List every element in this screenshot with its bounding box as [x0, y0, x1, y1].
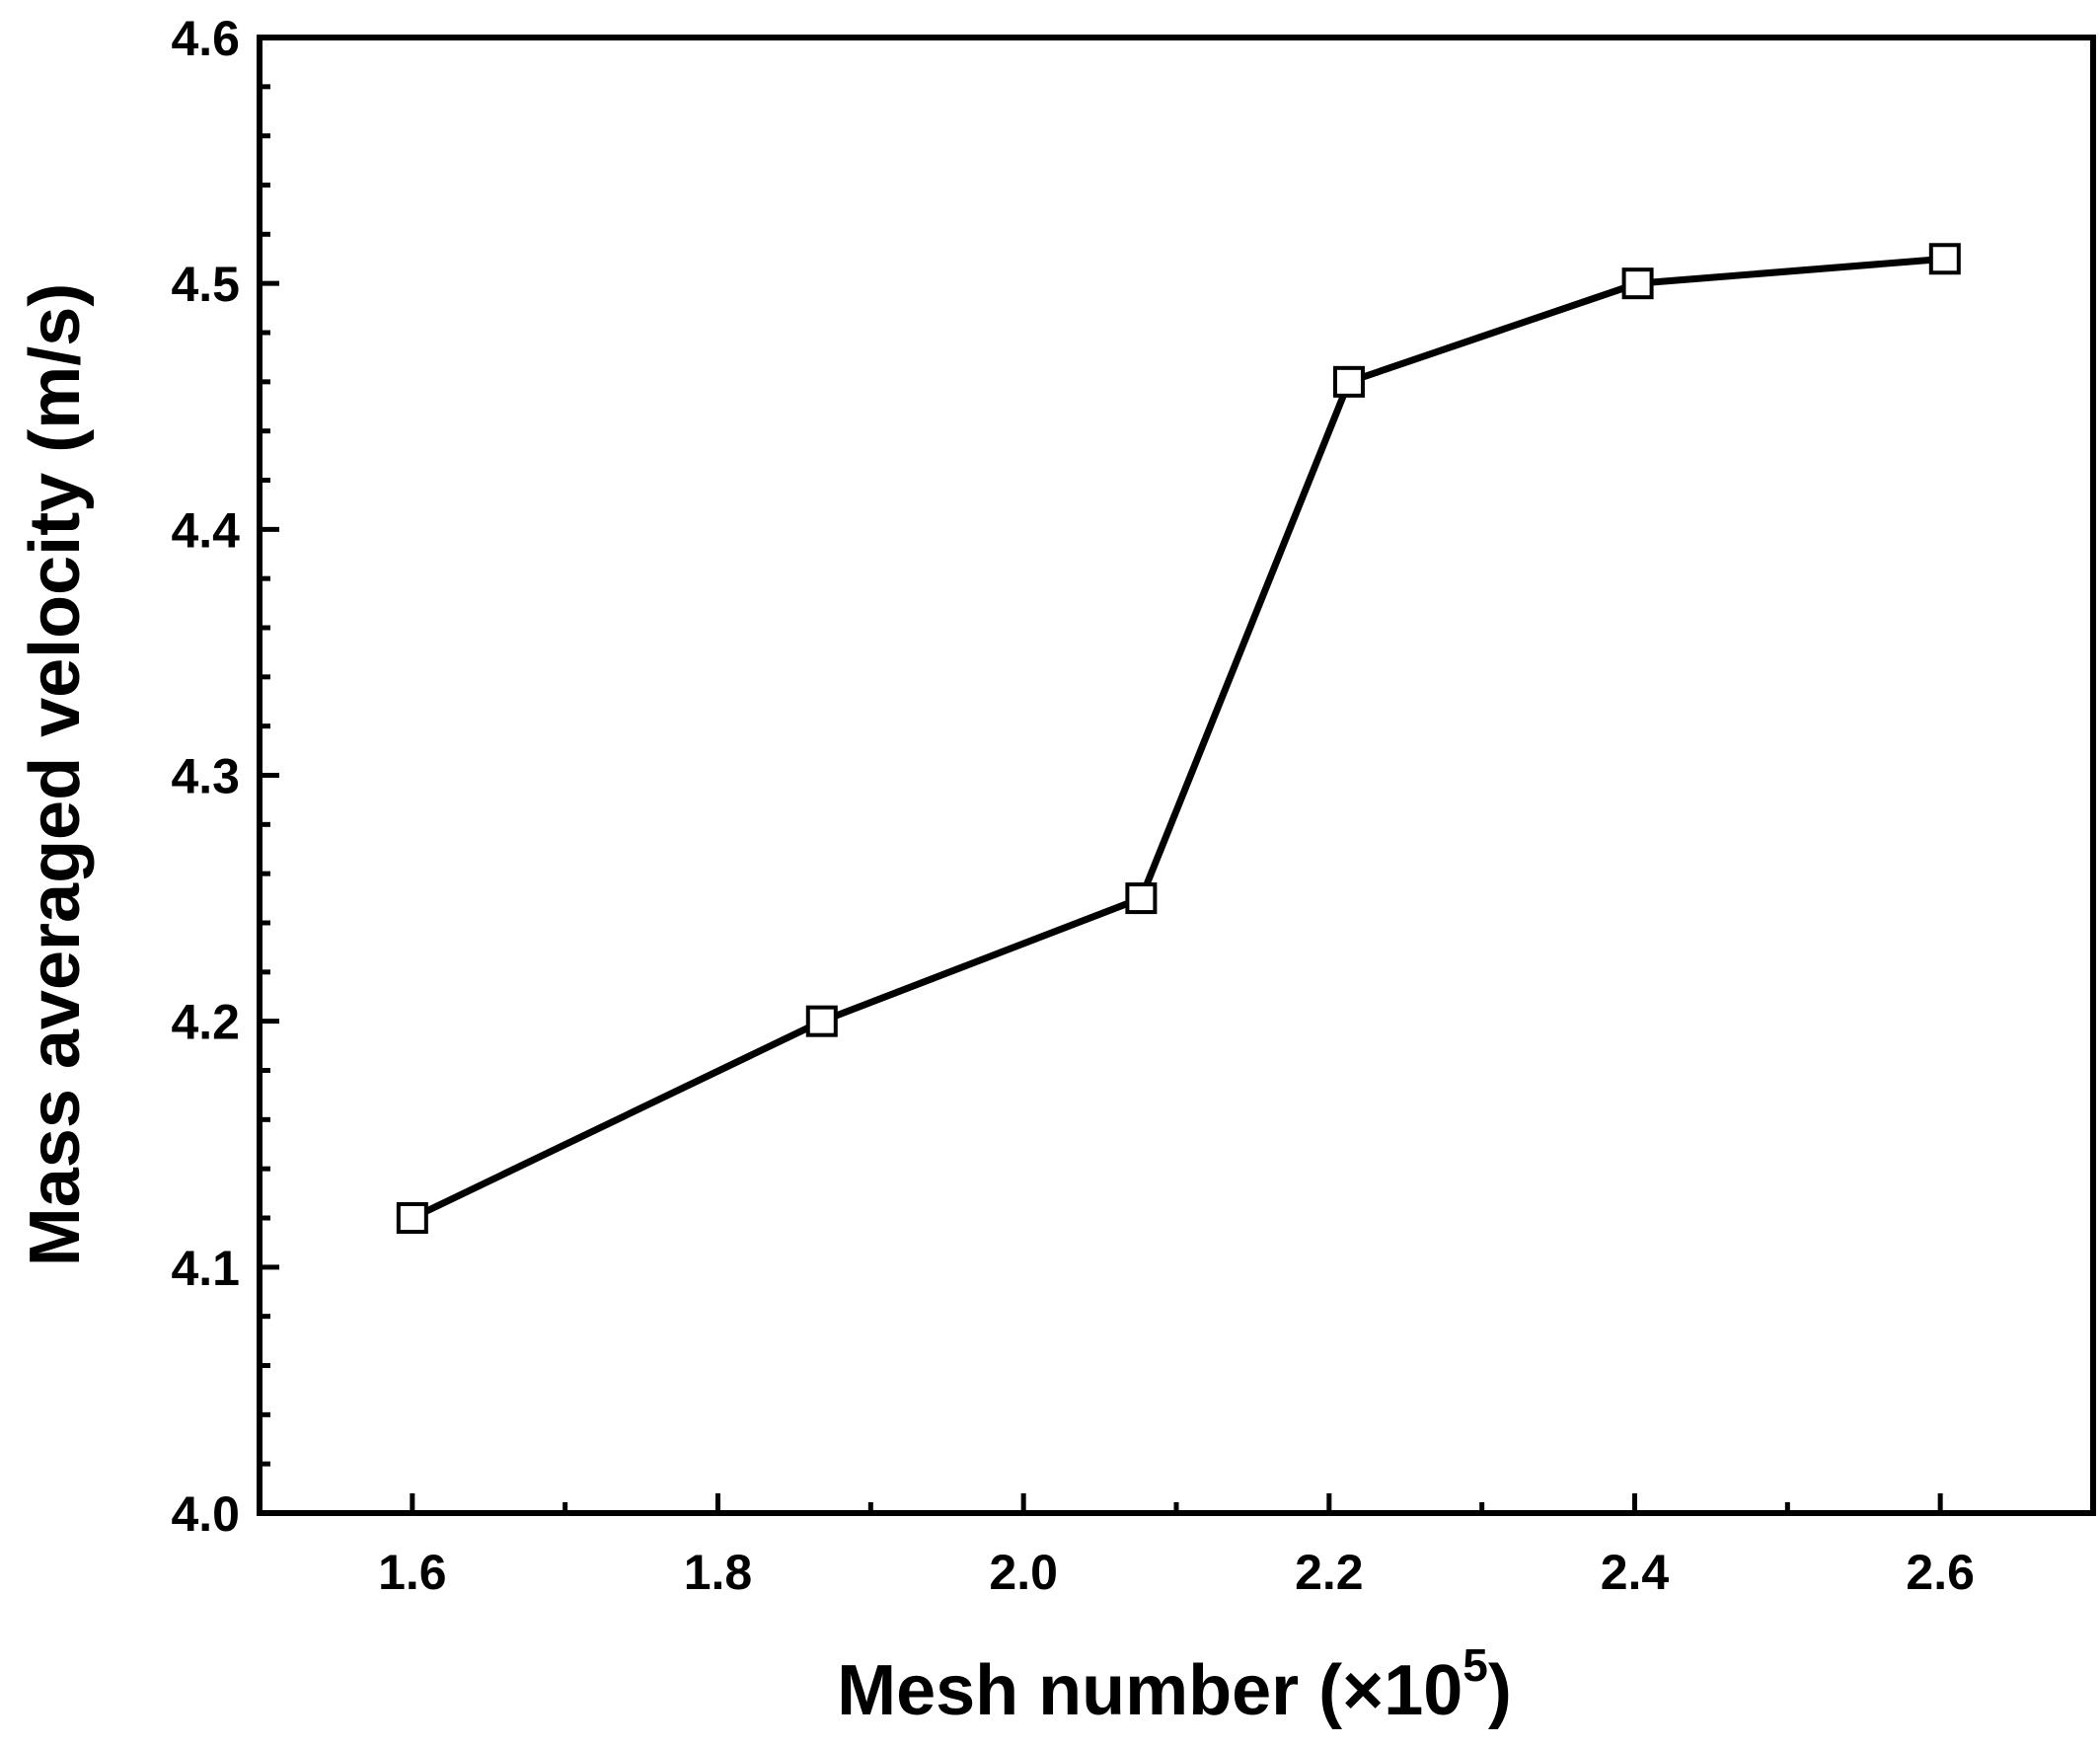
data-point-marker — [1621, 267, 1654, 300]
x-tick-label: 1.6 — [378, 1545, 447, 1600]
y-tick-label: 4.5 — [171, 257, 240, 312]
y-axis-ticks: 4.0 4.1 4.2 4.3 4.4 4.5 4.6 — [171, 11, 279, 1542]
y-tick-label: 4.6 — [171, 11, 240, 66]
series-line — [411, 255, 1946, 1222]
data-point-marker — [1125, 882, 1158, 915]
data-point-marker — [1332, 365, 1365, 398]
data-point-marker — [396, 1202, 428, 1234]
y-tick-label: 4.3 — [171, 749, 240, 804]
y-tick-label: 4.0 — [171, 1486, 240, 1542]
x-axis-ticks: 1.6 1.8 2.0 2.2 2.4 2.6 — [257, 1493, 2096, 1600]
x-axis-title-superscript: 5 — [1462, 1639, 1488, 1691]
y-tick-label: 4.4 — [171, 502, 240, 558]
x-axis-title: Mesh number (×105) — [837, 1639, 1512, 1730]
series-layer — [396, 243, 1961, 1234]
y-tick-label: 4.1 — [171, 1241, 240, 1296]
y-tick-label: 4.2 — [171, 995, 240, 1050]
x-tick-label: 2.2 — [1295, 1545, 1364, 1600]
plot-frame — [257, 35, 2096, 1516]
x-tick-label: 2.0 — [989, 1545, 1058, 1600]
x-tick-label: 2.4 — [1601, 1545, 1670, 1600]
y-axis-title: Mass averaged velocity (m/s) — [16, 283, 95, 1266]
x-axis-title-close: ) — [1488, 1651, 1512, 1730]
x-axis-title-main: Mesh number (×10 — [837, 1651, 1462, 1730]
data-point-marker — [805, 1005, 838, 1037]
data-point-marker — [1928, 243, 1961, 275]
x-tick-label: 2.6 — [1906, 1545, 1975, 1600]
x-tick-label: 1.8 — [684, 1545, 753, 1600]
